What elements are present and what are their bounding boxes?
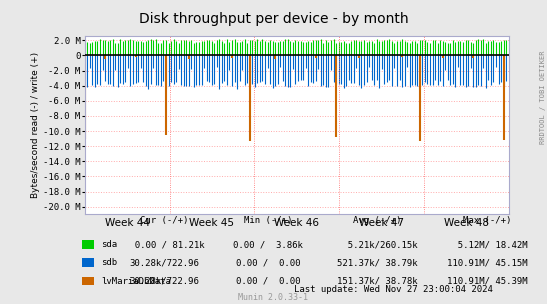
Text: 521.37k/ 38.79k: 521.37k/ 38.79k: [337, 258, 418, 268]
Text: 0.00 /  3.86k: 0.00 / 3.86k: [233, 240, 303, 249]
Text: RRDTOOL / TOBI OETIKER: RRDTOOL / TOBI OETIKER: [540, 50, 546, 144]
Text: 30.28k/722.96: 30.28k/722.96: [129, 258, 199, 268]
Text: Avg (-/+): Avg (-/+): [353, 216, 401, 226]
Text: 5.21k/260.15k: 5.21k/260.15k: [337, 240, 418, 249]
Text: 5.12M/ 18.42M: 5.12M/ 18.42M: [446, 240, 527, 249]
Text: lvMariaDbData: lvMariaDbData: [101, 277, 171, 286]
Text: sda: sda: [101, 240, 117, 249]
Y-axis label: Bytes/second read (-) / write (+): Bytes/second read (-) / write (+): [31, 52, 40, 199]
Text: 0.00 /  0.00: 0.00 / 0.00: [236, 258, 300, 268]
Text: Min (-/+): Min (-/+): [244, 216, 292, 226]
Text: Last update: Wed Nov 27 23:00:04 2024: Last update: Wed Nov 27 23:00:04 2024: [294, 285, 493, 294]
Text: 0.00 /  0.00: 0.00 / 0.00: [236, 277, 300, 286]
Text: Disk throughput per device - by month: Disk throughput per device - by month: [139, 12, 408, 26]
Text: 110.91M/ 45.15M: 110.91M/ 45.15M: [446, 258, 527, 268]
Text: Cur (-/+): Cur (-/+): [140, 216, 188, 226]
Text: Max (-/+): Max (-/+): [463, 216, 511, 226]
Text: 151.37k/ 38.78k: 151.37k/ 38.78k: [337, 277, 418, 286]
Text: Munin 2.0.33-1: Munin 2.0.33-1: [238, 293, 309, 302]
Text: sdb: sdb: [101, 258, 117, 268]
Text: 0.00 / 81.21k: 0.00 / 81.21k: [124, 240, 205, 249]
Text: 30.28k/722.96: 30.28k/722.96: [129, 277, 199, 286]
Text: 110.91M/ 45.39M: 110.91M/ 45.39M: [446, 277, 527, 286]
